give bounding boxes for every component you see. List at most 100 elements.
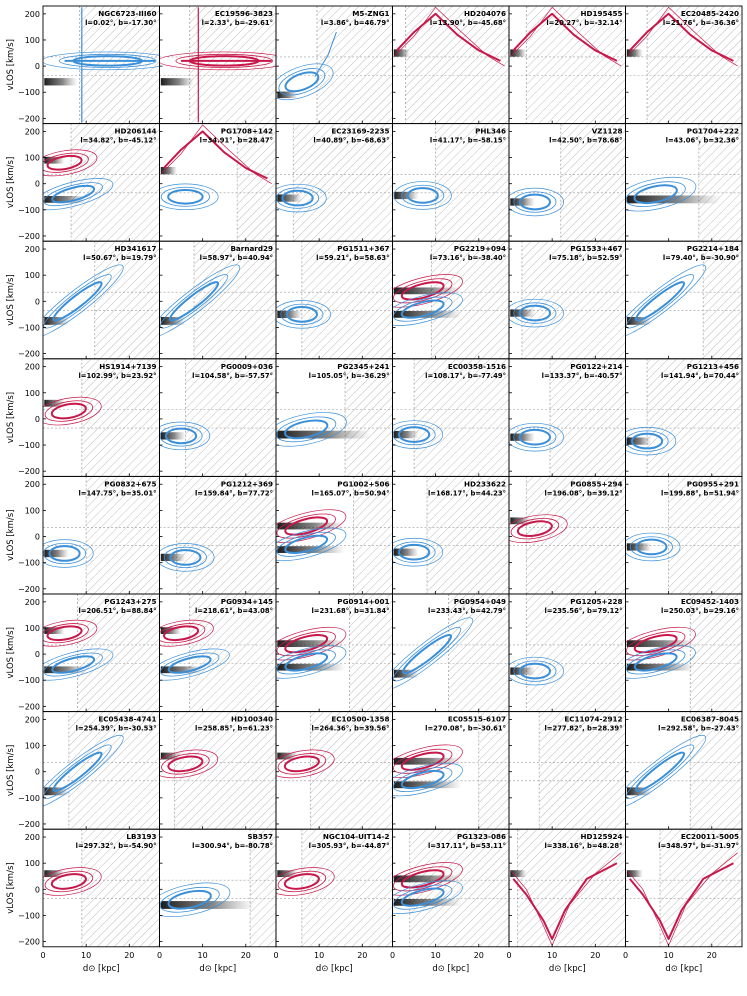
panel-coordinates: l=300.94°, b=-80.78° [192, 842, 273, 850]
contour-inner [400, 869, 445, 889]
contour-outer [276, 183, 327, 213]
contour-outer [509, 298, 564, 328]
y-tick-label: 100 [25, 506, 40, 515]
panel-star-name: PG1243+275 [104, 597, 156, 606]
contour-outer [276, 867, 335, 896]
panel-star-name: PG0122+214 [570, 362, 622, 371]
contour-inner [401, 633, 453, 675]
panel-plot-area [159, 123, 276, 242]
y-tick-label: 200 [25, 833, 40, 842]
panel-star-name: NGC6723-III60 [98, 9, 156, 18]
panel-plot-area [276, 241, 393, 359]
panel-plot-area [625, 594, 742, 712]
panel-coordinates: l=34.82°, b=-45.12° [80, 137, 156, 145]
x-tick-label: 20 [590, 951, 600, 960]
panel-plot-area [43, 241, 160, 359]
excluded-hatch [176, 476, 276, 594]
panel-coordinates: l=21.76°, b=-36.36° [663, 19, 739, 27]
panel-star-name: HS1914+7139 [99, 362, 156, 371]
panel-coordinates: l=73.16°, b=-38.40° [430, 254, 506, 262]
density-band [510, 667, 535, 675]
arch-outer [161, 124, 272, 184]
contour-inner [72, 55, 144, 67]
contour-outer [392, 292, 463, 326]
contour-inner [52, 281, 103, 322]
panel-star-name: PG0934+145 [221, 597, 273, 606]
x-tick-label: 10 [547, 951, 557, 960]
panel-plot-area [625, 476, 742, 594]
density-band [160, 752, 182, 760]
panel-coordinates: l=105.05°, b=-36.29° [309, 372, 390, 380]
panel-coordinates: l=58.97°, b=40.94° [200, 254, 273, 262]
panel-plot-area [276, 6, 393, 124]
density-band [277, 870, 298, 878]
excluded-hatch [647, 6, 742, 124]
contour-inner [397, 543, 431, 561]
contour-inner [633, 634, 678, 654]
panel-frame [625, 828, 743, 948]
panel-coordinates: l=168.17°, b=44.23° [428, 489, 506, 497]
contour-outer [392, 537, 444, 567]
contour-outer [392, 880, 463, 914]
y-tick-label: 200 [25, 127, 40, 136]
panel-coordinates: l=34.91°, b=28.47° [200, 137, 273, 145]
density-band [44, 78, 78, 86]
contour-mid [44, 400, 94, 422]
panel-plot-area [392, 594, 509, 712]
contour-mid [277, 753, 327, 775]
contour-inner [635, 538, 668, 556]
contour-inner [630, 432, 664, 450]
contour-inner [284, 71, 320, 93]
contour-inner [169, 549, 202, 566]
contour-inner [284, 534, 329, 554]
density-band [626, 49, 643, 57]
panel-star-name: PG1205+228 [570, 597, 622, 606]
panel-coordinates: l=0.02°, b=-17.30° [85, 19, 156, 27]
x-axis-label: d⊙ [kpc] [316, 964, 353, 974]
panel-coordinates: l=305.93°, b=-44.87° [309, 842, 390, 850]
density-band [44, 666, 87, 674]
contour-inner [400, 751, 445, 771]
panel-coordinates: l=233.43°, b=42.79° [428, 607, 506, 615]
contour-outer [393, 181, 452, 210]
contour-mid [393, 767, 453, 793]
panel-plot-area [392, 829, 509, 947]
x-tick-label: 20 [474, 951, 484, 960]
excluded-hatch [345, 358, 393, 477]
x-axis-label: d⊙ [kpc] [432, 964, 469, 974]
x-tick-label: 0 [273, 951, 278, 960]
density-band [393, 757, 462, 765]
arch-inner [629, 12, 734, 62]
y-tick-label: 200 [25, 363, 40, 372]
valley-inner [512, 862, 618, 940]
panel-coordinates: l=42.50°, b=78.68° [549, 137, 622, 145]
contour-inner [168, 281, 220, 322]
excluded-hatch [94, 241, 160, 359]
panel-coordinates: l=50.67°, b=19.79° [83, 254, 156, 262]
y-tick-label: 100 [25, 154, 40, 163]
excluded-hatch [301, 829, 393, 947]
panel-plot-area [509, 6, 626, 124]
arch-inner [163, 130, 268, 180]
y-tick-label: −200 [18, 702, 40, 711]
contour-mid [626, 649, 686, 675]
density-band [626, 870, 643, 878]
contour-inner [397, 426, 431, 443]
x-tick-label: 10 [664, 951, 674, 960]
arch-inner [512, 12, 618, 62]
density-band [277, 194, 302, 202]
panel-coordinates: l=159.84°, b=77.72° [195, 489, 273, 497]
contour-inner [50, 873, 87, 890]
density-band [510, 433, 535, 441]
y-tick-label: −100 [18, 323, 40, 332]
panel-coordinates: l=102.99°, b=23.92° [78, 372, 156, 380]
excluded-hatch [526, 594, 626, 712]
y-tick-label: 100 [25, 742, 40, 751]
density-band [277, 640, 346, 648]
x-tick-label: 10 [314, 951, 324, 960]
